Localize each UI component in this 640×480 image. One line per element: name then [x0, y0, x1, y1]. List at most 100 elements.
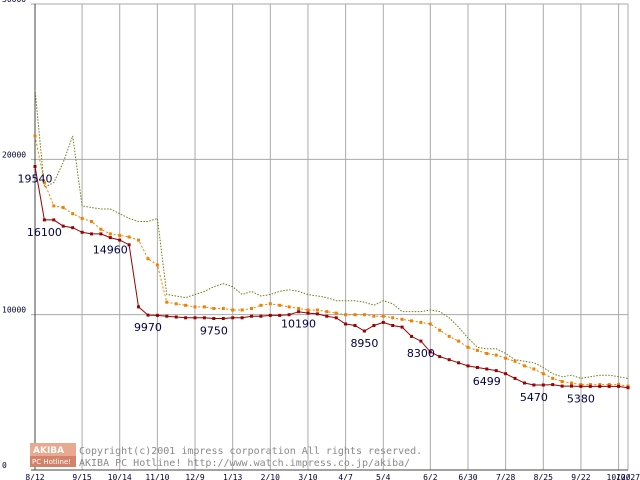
data-point-min	[410, 334, 413, 338]
data-point-average	[560, 380, 564, 383]
x-tick-label: 6/2	[423, 473, 438, 480]
data-point-min	[268, 313, 272, 317]
data-point-min	[513, 376, 517, 380]
y-tick-label: 0	[2, 461, 7, 470]
series-max	[34, 89, 629, 379]
series-average	[33, 134, 630, 388]
data-point-min	[80, 230, 84, 234]
data-point-min	[212, 317, 216, 320]
data-point-average	[52, 204, 56, 208]
data-point-average	[570, 381, 573, 385]
data-point-min	[221, 317, 225, 320]
data-point-average	[353, 313, 357, 317]
x-tick-label: 5/4	[376, 473, 391, 480]
data-point-average	[513, 359, 517, 363]
data-point-average	[626, 384, 630, 388]
data-point-average	[297, 307, 301, 310]
data-point-min	[362, 329, 366, 333]
watermark-logo-band	[30, 456, 76, 467]
data-point-average	[362, 313, 366, 317]
data-point-average	[146, 257, 150, 261]
data-point-min	[202, 316, 206, 320]
data-point-average	[118, 233, 122, 237]
data-point-average	[287, 305, 291, 309]
data-point-min	[174, 315, 178, 319]
data-point-average	[466, 345, 470, 349]
data-point-min	[184, 316, 188, 320]
data-point-average	[598, 383, 602, 387]
data-label: 9970	[134, 321, 162, 334]
data-point-average	[90, 220, 93, 223]
data-label: 6499	[473, 375, 501, 388]
data-point-average	[419, 320, 423, 324]
x-tick-label: 10/14	[108, 473, 132, 480]
data-point-average	[457, 339, 461, 343]
data-point-min	[287, 313, 291, 317]
data-point-average	[447, 334, 451, 338]
data-point-average	[504, 356, 508, 360]
data-point-min	[598, 384, 602, 388]
y-tick-label: 10000	[2, 306, 26, 315]
data-point-min	[551, 383, 555, 387]
data-point-average	[99, 227, 103, 231]
data-point-average	[541, 372, 545, 376]
data-point-min	[118, 238, 122, 242]
data-point-min	[428, 350, 432, 354]
data-point-average	[334, 311, 338, 315]
y-tick-label: 20000	[2, 150, 26, 159]
x-tick-label: 4/7	[338, 473, 353, 480]
data-point-min	[541, 383, 545, 387]
y-tick-label: 30000	[2, 0, 26, 4]
data-point-average	[551, 376, 555, 380]
data-point-min	[99, 232, 103, 236]
data-point-average	[579, 383, 583, 387]
data-point-min	[504, 372, 508, 376]
data-point-min	[315, 312, 319, 316]
data-point-min	[259, 314, 263, 318]
data-point-min	[61, 224, 65, 228]
data-point-average	[259, 303, 263, 307]
data-point-average	[71, 212, 75, 216]
data-point-average	[174, 302, 178, 306]
data-point-min	[400, 325, 404, 329]
data-point-average	[410, 319, 413, 323]
data-point-average	[240, 308, 244, 312]
data-point-average	[372, 314, 376, 318]
data-point-min	[560, 384, 564, 388]
watermark-copyright: Copyright(c)2001 impress corporation All…	[79, 446, 422, 457]
data-point-min	[391, 324, 395, 327]
data-point-min	[231, 316, 235, 320]
x-tick-label: 11/10	[145, 473, 169, 480]
data-label: 10190	[281, 318, 316, 331]
data-point-min	[71, 226, 75, 230]
x-tick-label: 12/9	[185, 473, 204, 480]
data-point-min	[617, 384, 621, 388]
data-point-min	[52, 218, 56, 222]
data-point-min	[570, 384, 573, 388]
data-point-average	[231, 308, 235, 312]
x-tick-label: 3/10	[298, 473, 317, 480]
data-point-min	[193, 316, 197, 320]
data-point-min	[588, 384, 592, 388]
data-point-min	[447, 358, 451, 362]
data-point-min	[306, 311, 310, 315]
data-point-average	[494, 353, 498, 357]
axes	[31, 4, 628, 471]
data-point-average	[475, 348, 479, 352]
x-tick-label: 6/30	[458, 473, 477, 480]
data-point-min	[155, 313, 159, 317]
data-point-average	[438, 328, 442, 332]
data-labels: 19540 16100 14960 9970 9750 10190 8950 8300 6499…	[18, 172, 595, 405]
data-point-min	[626, 386, 630, 390]
series-group	[33, 89, 630, 390]
data-point-average	[381, 314, 385, 318]
data-point-average	[221, 307, 225, 310]
data-point-min	[475, 366, 479, 369]
data-point-min	[353, 324, 357, 327]
data-point-min	[579, 384, 583, 388]
data-point-average	[325, 310, 329, 314]
watermark-site: AKIBA PC Hotline! http://www.watch.impre…	[79, 458, 410, 469]
data-point-min	[607, 384, 611, 388]
data-point-min	[108, 236, 112, 240]
